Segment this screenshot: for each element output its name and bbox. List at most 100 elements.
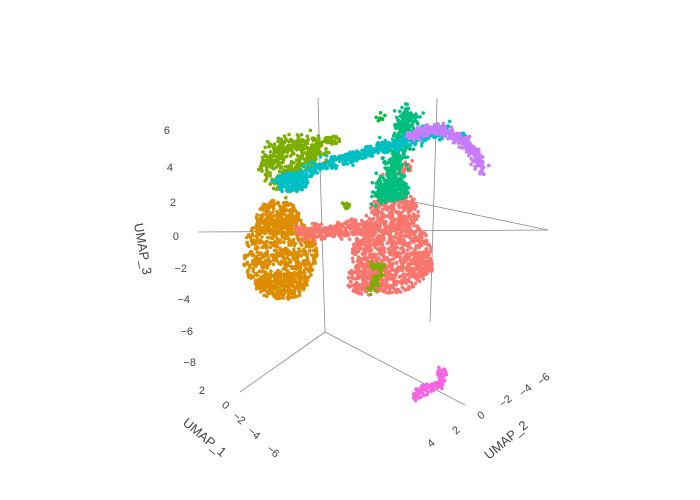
cluster-1-point (296, 275, 301, 279)
cluster-1-point (275, 282, 280, 287)
cluster-4-point (406, 124, 411, 128)
cluster-points (242, 102, 491, 403)
cluster-0-point (416, 276, 421, 281)
y-tick-label: −4 (517, 382, 534, 399)
cluster-1-point (290, 221, 294, 225)
frame-line (404, 199, 549, 231)
cluster-1-point (268, 231, 272, 236)
cluster-1-point (284, 200, 289, 205)
cluster-1-point (278, 204, 282, 208)
cluster-1-point (282, 204, 287, 208)
cluster-0-point (417, 250, 422, 255)
cluster-2-point (281, 140, 285, 144)
cluster-5-point (281, 179, 285, 184)
cluster-1-point (272, 275, 277, 279)
cluster-5-point (408, 143, 413, 147)
cluster-1-point (282, 240, 286, 244)
cluster-1-point (290, 276, 295, 280)
cluster-0-point (415, 224, 420, 228)
cluster-0-point (401, 205, 405, 210)
cluster-1-point (282, 276, 287, 280)
cluster-1-point (283, 226, 288, 230)
cluster-0-point (380, 228, 385, 233)
cluster-0-point (343, 231, 347, 236)
cluster-1-point (245, 235, 249, 240)
cluster-0-point (419, 261, 423, 266)
cluster-1-point (245, 269, 250, 273)
cluster-1-point (308, 263, 313, 268)
cluster-1-point (290, 210, 295, 215)
cluster-1-point (285, 250, 289, 255)
cluster-2-point (294, 147, 299, 151)
cluster-1-point (266, 215, 270, 219)
cluster-1-point (266, 209, 270, 213)
cluster-1-point (260, 245, 264, 250)
cluster-5-point (393, 147, 398, 151)
cluster-2-point (273, 145, 277, 150)
cluster-4-point (403, 194, 408, 199)
cluster-1-point (255, 213, 259, 217)
cluster-5-point (361, 152, 366, 156)
cluster-0-point (372, 253, 377, 257)
cluster-1-point (295, 255, 299, 259)
y-tick-label: −6 (535, 371, 552, 388)
cluster-0-point (407, 230, 412, 234)
cluster-0-point (404, 230, 409, 234)
cluster-0-point (424, 233, 428, 238)
cluster-5-point (311, 171, 316, 176)
cluster-5-point (275, 176, 280, 181)
cluster-2-point (272, 150, 277, 155)
cluster-0-point (412, 224, 417, 228)
cluster-0-point (389, 203, 394, 208)
cluster-6-point (467, 134, 472, 139)
cluster-1-point (249, 250, 254, 254)
cluster-4-point (397, 134, 402, 138)
cluster-4-point (399, 164, 404, 169)
cluster-0-point (350, 256, 355, 261)
cluster-1-point (307, 275, 311, 280)
cluster-2-point (272, 142, 277, 146)
cluster-5-point (318, 168, 322, 172)
cluster-4-point (374, 171, 379, 175)
cluster-3-point (378, 111, 383, 115)
cluster-5-point (356, 156, 361, 160)
cluster-0-point (388, 290, 392, 295)
cluster-1-point (295, 218, 300, 223)
cluster-0-point (358, 263, 362, 267)
cluster-5-point (318, 155, 323, 159)
cluster-0-point (398, 217, 402, 222)
cluster-1-point (287, 283, 292, 288)
cluster-1-point (291, 237, 296, 242)
cluster-0-point (372, 199, 377, 204)
cluster-1-point (273, 243, 277, 248)
cluster-1-point (266, 224, 271, 228)
cluster-5-point (404, 137, 408, 142)
cluster-1-point (261, 240, 266, 245)
cluster-0-point (385, 208, 389, 212)
cluster-2-point (282, 157, 286, 162)
cluster-5-point (292, 173, 296, 177)
cluster-5-point (368, 154, 372, 158)
cluster-1-point (289, 226, 294, 231)
cluster-1-point (257, 284, 262, 288)
cluster-2-point (297, 165, 301, 170)
cluster-1-point (314, 246, 319, 251)
cluster-0-point (384, 280, 389, 285)
cluster-1-point (251, 226, 256, 230)
cluster-2-point (325, 139, 330, 144)
cluster-2-point (285, 154, 289, 158)
cluster-2-point (307, 155, 311, 160)
cluster-0-point (352, 288, 357, 292)
cluster-1-point (286, 269, 290, 274)
cluster-2-point (276, 156, 280, 160)
cluster-1-point (254, 287, 259, 291)
cluster-0-point (390, 207, 394, 211)
cluster-0-point (370, 224, 375, 228)
cluster-1-point (305, 283, 309, 287)
cluster-4-point (391, 197, 395, 202)
cluster-1-point (291, 272, 296, 276)
cluster-0-point (368, 243, 373, 248)
cluster-0-point (339, 237, 344, 241)
cluster-4-point (402, 174, 407, 178)
